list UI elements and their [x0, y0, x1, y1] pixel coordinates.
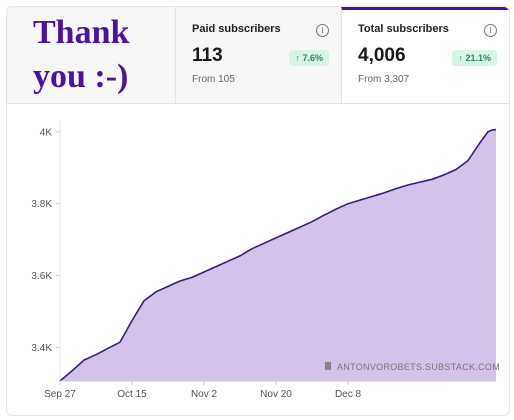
total-subscribers-card[interactable]: Total subscribers i 4,006 ↑ 21.1% From 3…: [341, 7, 509, 103]
thank-you-line-1: Thank: [33, 14, 130, 51]
x-tick-label: Dec 8: [335, 389, 362, 400]
y-tick-label: 3.4K: [31, 343, 52, 354]
total-subscribers-label: Total subscribers: [358, 23, 449, 35]
total-change-badge: ↑ 21.1%: [452, 50, 497, 66]
total-subscribers-value: 4,006: [358, 45, 406, 66]
y-tick-label: 3.8K: [31, 199, 52, 210]
total-change-value: 21.1%: [465, 53, 491, 63]
arrow-up-icon: ↑: [295, 53, 300, 63]
substack-watermark: ANTONVOROBETS.SUBSTACK.COM: [325, 362, 500, 372]
paid-subscribers-value: 113: [192, 45, 223, 66]
y-tick-label: 3.6K: [31, 271, 52, 282]
bookmark-icon: [325, 362, 331, 370]
thank-you-line-2: you :-): [33, 58, 129, 95]
thank-you-note: Thank you :-): [33, 11, 173, 99]
y-axis: 3.4K 3.6K 3.8K 4K: [31, 127, 60, 354]
watermark-text: ANTONVOROBETS.SUBSTACK.COM: [337, 362, 500, 372]
x-tick-label: Sep 27: [44, 389, 76, 400]
y-tick-label: 4K: [40, 127, 53, 138]
paid-change-badge: ↑ 7.6%: [289, 50, 329, 66]
stats-header: Thank you :-) Paid subscribers i 113 ↑ 7…: [7, 7, 509, 104]
arrow-up-icon: ↑: [458, 53, 463, 63]
subscriber-area: [60, 129, 496, 381]
paid-from-value: From 105: [192, 74, 235, 85]
info-icon[interactable]: i: [484, 24, 497, 37]
info-icon[interactable]: i: [316, 24, 329, 37]
x-tick-label: Nov 20: [260, 389, 292, 400]
paid-subscribers-card[interactable]: Paid subscribers i 113 ↑ 7.6% From 105: [175, 7, 341, 103]
total-from-value: From 3,307: [358, 74, 410, 85]
x-tick-label: Nov 2: [191, 389, 218, 400]
x-axis: Sep 27 Oct 15 Nov 2 Nov 20 Dec 8: [44, 381, 361, 400]
subscriber-dashboard: Thank you :-) Paid subscribers i 113 ↑ 7…: [6, 6, 510, 416]
paid-change-value: 7.6%: [302, 53, 323, 63]
subscriber-growth-chart: 3.4K 3.6K 3.8K 4K Sep 27 Oct 15 Nov 2 Nov 20 De…: [31, 121, 500, 400]
paid-subscribers-label: Paid subscribers: [192, 23, 281, 35]
x-tick-label: Oct 15: [117, 389, 147, 400]
subscriber-line: [59, 128, 497, 382]
